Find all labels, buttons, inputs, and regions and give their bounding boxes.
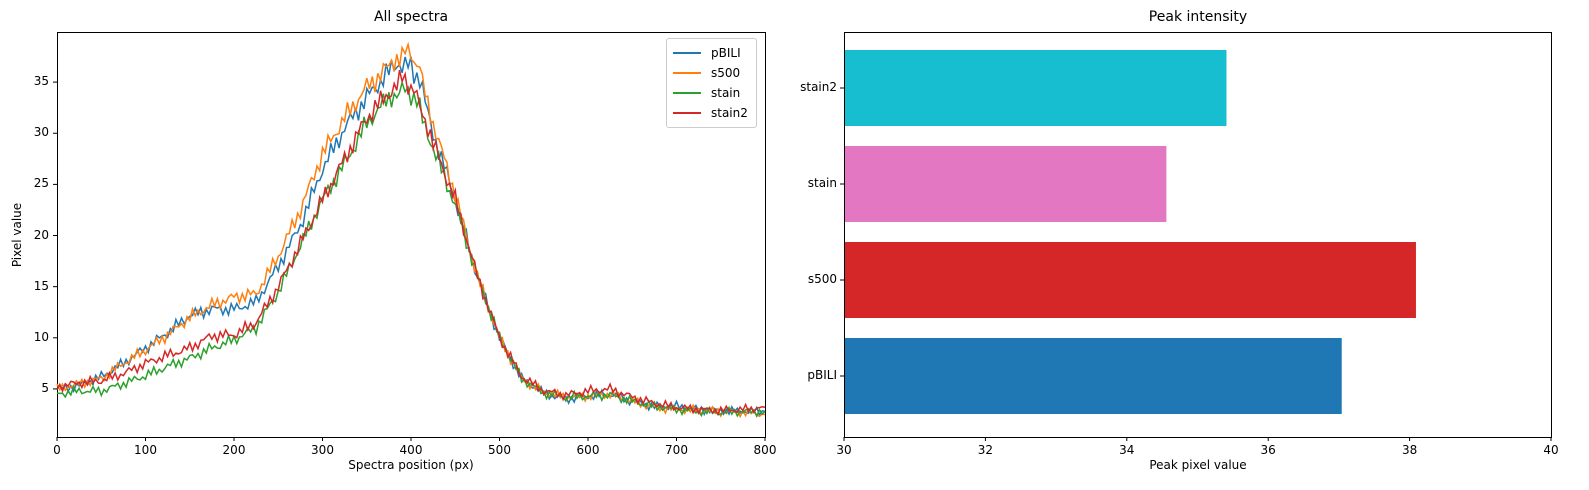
legend-item-pbili: pBILI [673,43,748,63]
y-category-label: stain [807,176,837,190]
x-tick-label: 800 [753,443,777,457]
bar-stain [845,146,1167,222]
x-tick-label: 100 [134,443,157,457]
spectra-legend: pBILI s500 stain stain2 [666,38,757,128]
bar-stain2 [845,50,1227,126]
x-tick-label: 500 [488,443,511,457]
peak-x-axis-label: Peak pixel value [1149,458,1247,472]
legend-swatch [673,112,701,114]
legend-swatch [673,92,701,94]
x-tick-label: 700 [665,443,688,457]
bar-s500 [845,242,1416,318]
x-tick-label: 34 [1119,443,1135,457]
x-tick-label: 32 [977,443,994,457]
y-tick-label: 10 [33,329,49,344]
spectra-lines [53,41,766,441]
x-tick-label: 0 [53,443,61,457]
legend-swatch [673,72,701,74]
y-tick-label: 20 [33,227,49,242]
legend-item-stain: stain [673,83,748,103]
spectra-chart-title: All spectra [373,9,449,25]
x-tick-label: 200 [222,443,246,457]
x-tick-label: 600 [576,443,600,457]
y-tick-label: 15 [33,278,49,293]
legend-label: stain [711,86,741,100]
bar-pbili [845,338,1342,414]
y-category-label: s500 [807,272,837,286]
line-series-stain2 [56,69,766,417]
legend-item-s500: s500 [673,63,748,83]
y-category-label: stain2 [800,80,837,94]
y-category-label: pBILI [807,368,837,382]
legend-swatch [673,52,701,54]
x-tick-label: 30 [836,443,852,457]
legend-label: pBILI [711,46,741,60]
legend-label: stain2 [711,106,748,120]
spectra-plot-area [57,32,766,438]
legend-item-stain2: stain2 [673,103,748,123]
x-tick-label: 400 [399,443,423,457]
x-tick-label: 40 [1543,443,1559,457]
y-tick-label: 30 [33,125,49,140]
spectra-x-axis-label: Spectra position (px) [348,458,474,472]
spectra-chart-panel: All spectra 0 100 200 300 400 500 600 700 800 5 1… [0,0,790,490]
peak-chart-title: Peak intensity [1148,9,1248,25]
x-tick-label: 300 [311,443,334,457]
y-tick-label: 35 [33,74,49,89]
line-series-stain [56,79,766,418]
y-tick-label: 5 [41,380,49,395]
x-tick-label: 38 [1401,443,1418,457]
legend-label: s500 [711,66,741,80]
y-tick-label: 25 [33,176,49,191]
x-tick-label: 36 [1260,443,1276,457]
line-series-s500 [56,41,766,419]
